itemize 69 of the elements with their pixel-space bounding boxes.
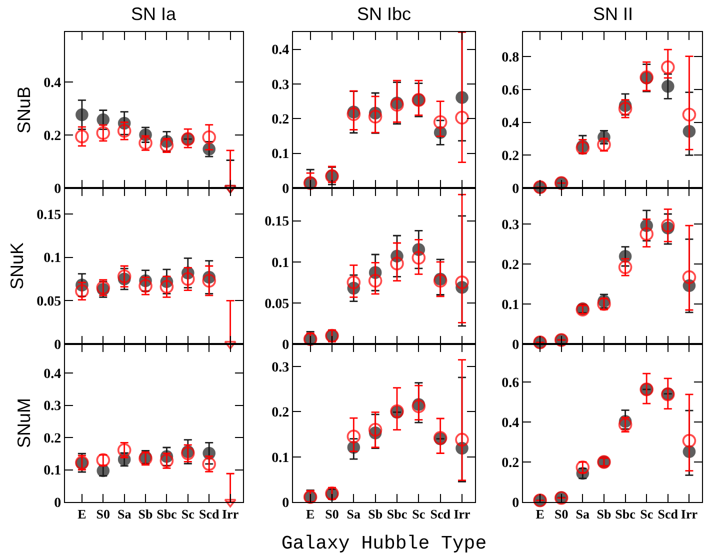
y-tick-label: 0.1 (272, 450, 290, 466)
y-tick-label: 0.15 (36, 208, 62, 223)
y-tick-label: 0.15 (264, 214, 290, 230)
y-axis-title: SNuK (6, 242, 27, 290)
x-tick-label: Sa (576, 506, 590, 522)
x-tick-label: Irr (454, 506, 471, 522)
y-tick-label: 0.1 (272, 147, 290, 162)
y-tick-label: 0.2 (44, 129, 62, 144)
y-tick-label: 0 (282, 182, 290, 197)
y-tick-label: 0.6 (502, 83, 520, 98)
y-tick-label: 0.2 (272, 112, 290, 128)
x-tick-label: Irr (222, 506, 239, 522)
y-tick-label: 0.8 (502, 50, 520, 66)
x-tick-label: Sbc (615, 506, 636, 522)
y-tick-label: 0.1 (44, 464, 62, 479)
y-tick-label: 0.1 (502, 298, 520, 313)
x-tick-label: Sc (412, 506, 426, 522)
y-tick-label: 0 (54, 496, 62, 511)
x-tick-label: S0 (96, 506, 110, 522)
y-tick-label: 0.2 (272, 406, 290, 421)
x-tick-label: Sb (596, 506, 612, 522)
y-tick-label: 0 (54, 338, 62, 353)
x-tick-label: Scd (430, 506, 452, 522)
x-axis-title: Galaxy Hubble Type (281, 532, 487, 554)
x-tick-label: E (536, 506, 544, 522)
x-tick-label: S0 (325, 506, 339, 522)
y-tick-label: 0.05 (264, 296, 290, 312)
x-tick-label: E (78, 506, 86, 522)
y-tick-label: 0.2 (502, 258, 520, 273)
x-tick-label: Sbc (156, 506, 178, 522)
y-tick-label: 0.3 (502, 218, 520, 233)
y-tick-label: 0.3 (44, 399, 62, 414)
y-tick-label: 0.2 (44, 431, 62, 446)
x-tick-label: Sb (138, 506, 153, 522)
y-tick-label: 0 (282, 496, 290, 511)
y-tick-label: 0.1 (272, 256, 290, 271)
y-tick-label: 0.05 (36, 294, 62, 310)
y-axis-title: SNuM (14, 398, 34, 448)
x-tick-label: Irr (680, 506, 698, 522)
x-tick-label: E (306, 506, 315, 522)
chart-title: SN Ia (131, 4, 178, 24)
y-tick-label: 0 (282, 338, 290, 353)
y-tick-label: 0.6 (502, 376, 520, 391)
y-tick-label: 0.3 (272, 360, 290, 376)
x-tick-label: Sc (640, 506, 654, 522)
x-tick-label: Scd (658, 506, 679, 522)
x-tick-label: Sc (181, 506, 195, 522)
y-tick-label: 0 (512, 182, 520, 197)
y-tick-label: 0.2 (502, 149, 520, 164)
y-tick-label: 0.4 (502, 116, 520, 132)
y-tick-label: 0.1 (44, 251, 62, 266)
x-tick-label: S0 (554, 506, 568, 522)
y-tick-label: 0.4 (44, 366, 62, 382)
x-tick-label: Sb (368, 506, 383, 522)
y-tick-label: 0 (512, 496, 520, 511)
y-tick-label: 0 (54, 182, 62, 197)
y-tick-label: 0.4 (44, 76, 62, 92)
x-tick-label: Sbc (386, 506, 408, 522)
x-tick-label: Sa (346, 506, 362, 522)
chart-title: SN II (593, 4, 634, 24)
y-tick-label: 0 (512, 338, 520, 353)
x-tick-label: Scd (198, 506, 220, 522)
y-tick-label: 0.2 (502, 456, 520, 471)
y-tick-label: 0.4 (272, 43, 290, 58)
y-tick-label: 0.3 (272, 78, 290, 93)
y-axis-title: SNuB (14, 86, 34, 134)
chart-title: SN Ibc (357, 4, 412, 24)
y-tick-label: 0.4 (502, 416, 520, 431)
x-tick-label: Sa (117, 506, 132, 522)
